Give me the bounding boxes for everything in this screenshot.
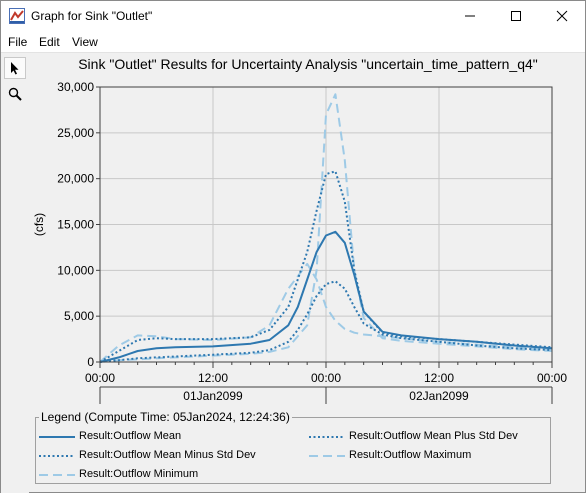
menu-file[interactable]: File (8, 35, 28, 49)
zoom-tool-button[interactable] (4, 83, 26, 105)
outflow-chart[interactable]: 0 5,000 10,000 15,000 20,000 25,000 30,000 00:0… (31, 53, 585, 493)
menu-edit[interactable]: Edit (39, 35, 60, 49)
y-tick-label: 20,000 (57, 172, 94, 186)
legend-label: Result:Outflow Mean Plus Std Dev (349, 430, 518, 442)
y-tick-label: 5,000 (64, 309, 94, 323)
maximize-icon (511, 11, 521, 21)
legend-box (35, 417, 551, 484)
y-tick-label: 25,000 (57, 126, 94, 140)
window-title: Graph for Sink "Outlet" (31, 9, 153, 23)
legend-title: Legend (Compute Time: 05Jan2024, 12:24:3… (39, 410, 292, 424)
maximize-button[interactable] (493, 1, 539, 31)
legend-label: Result:Outflow Mean (79, 430, 182, 442)
series-line-result-outflow-maximum (99, 93, 553, 363)
legend-entry-outflow-maximum: Result:Outflow Maximum (309, 448, 549, 464)
axis-layer: 0 5,000 10,000 15,000 20,000 25,000 30,000 00:0… (57, 80, 567, 404)
legend-entry-outflow-minimum: Result:Outflow Minimum (39, 467, 279, 483)
legend-entry-outflow-mean-plus-std: Result:Outflow Mean Plus Std Dev (309, 429, 549, 445)
x-tick-label: 00:00 (537, 371, 567, 385)
grid-layer (99, 86, 553, 363)
series-line-result-outflow-mean-minus-std-dev (99, 280, 553, 363)
legend-line-swatch (39, 455, 75, 457)
date-label: 01Jan2099 (183, 389, 243, 403)
legend-line-swatch (309, 455, 345, 457)
close-icon (556, 10, 568, 22)
x-tick-label: 00:00 (311, 371, 341, 385)
y-tick-label: 0 (87, 355, 94, 369)
x-tick-label: 00:00 (85, 371, 115, 385)
date-label: 02Jan2099 (409, 389, 469, 403)
menu-bar: File Edit View (1, 31, 585, 53)
legend-line-swatch (39, 474, 75, 476)
series-line-result-outflow-minimum (99, 262, 553, 363)
legend-entry-outflow-mean-minus-std: Result:Outflow Mean Minus Std Dev (39, 448, 279, 464)
hec-hms-app-icon (9, 8, 25, 24)
graph-toolbar (1, 53, 29, 493)
title-bar[interactable]: Graph for Sink "Outlet" (1, 1, 585, 31)
x-tick-label: 12:00 (424, 371, 454, 385)
legend-line-swatch (309, 436, 345, 438)
legend-label: Result:Outflow Maximum (349, 449, 472, 461)
legend-line-swatch (39, 436, 75, 438)
y-tick-label: 30,000 (57, 80, 94, 94)
series-line-result-outflow-mean (99, 230, 553, 363)
legend-entry-outflow-mean: Result:Outflow Mean (39, 429, 279, 445)
minimize-button[interactable] (447, 1, 493, 31)
pointer-tool-button[interactable] (4, 57, 26, 79)
legend-label: Result:Outflow Mean Minus Std Dev (79, 449, 256, 461)
y-tick-label: 15,000 (57, 218, 94, 232)
legend-label: Result:Outflow Minimum (79, 468, 199, 480)
minimize-icon (465, 15, 475, 17)
x-tick-label: 12:00 (198, 371, 228, 385)
chart-title: Sink "Outlet" Results for Uncertainty An… (78, 56, 538, 72)
menu-view[interactable]: View (72, 35, 98, 49)
pointer-icon (11, 62, 19, 75)
y-tick-label: 10,000 (57, 263, 94, 277)
zoom-icon (8, 87, 22, 101)
close-button[interactable] (539, 1, 585, 31)
series-layer (99, 93, 553, 363)
y-axis-label: (cfs) (32, 213, 46, 236)
